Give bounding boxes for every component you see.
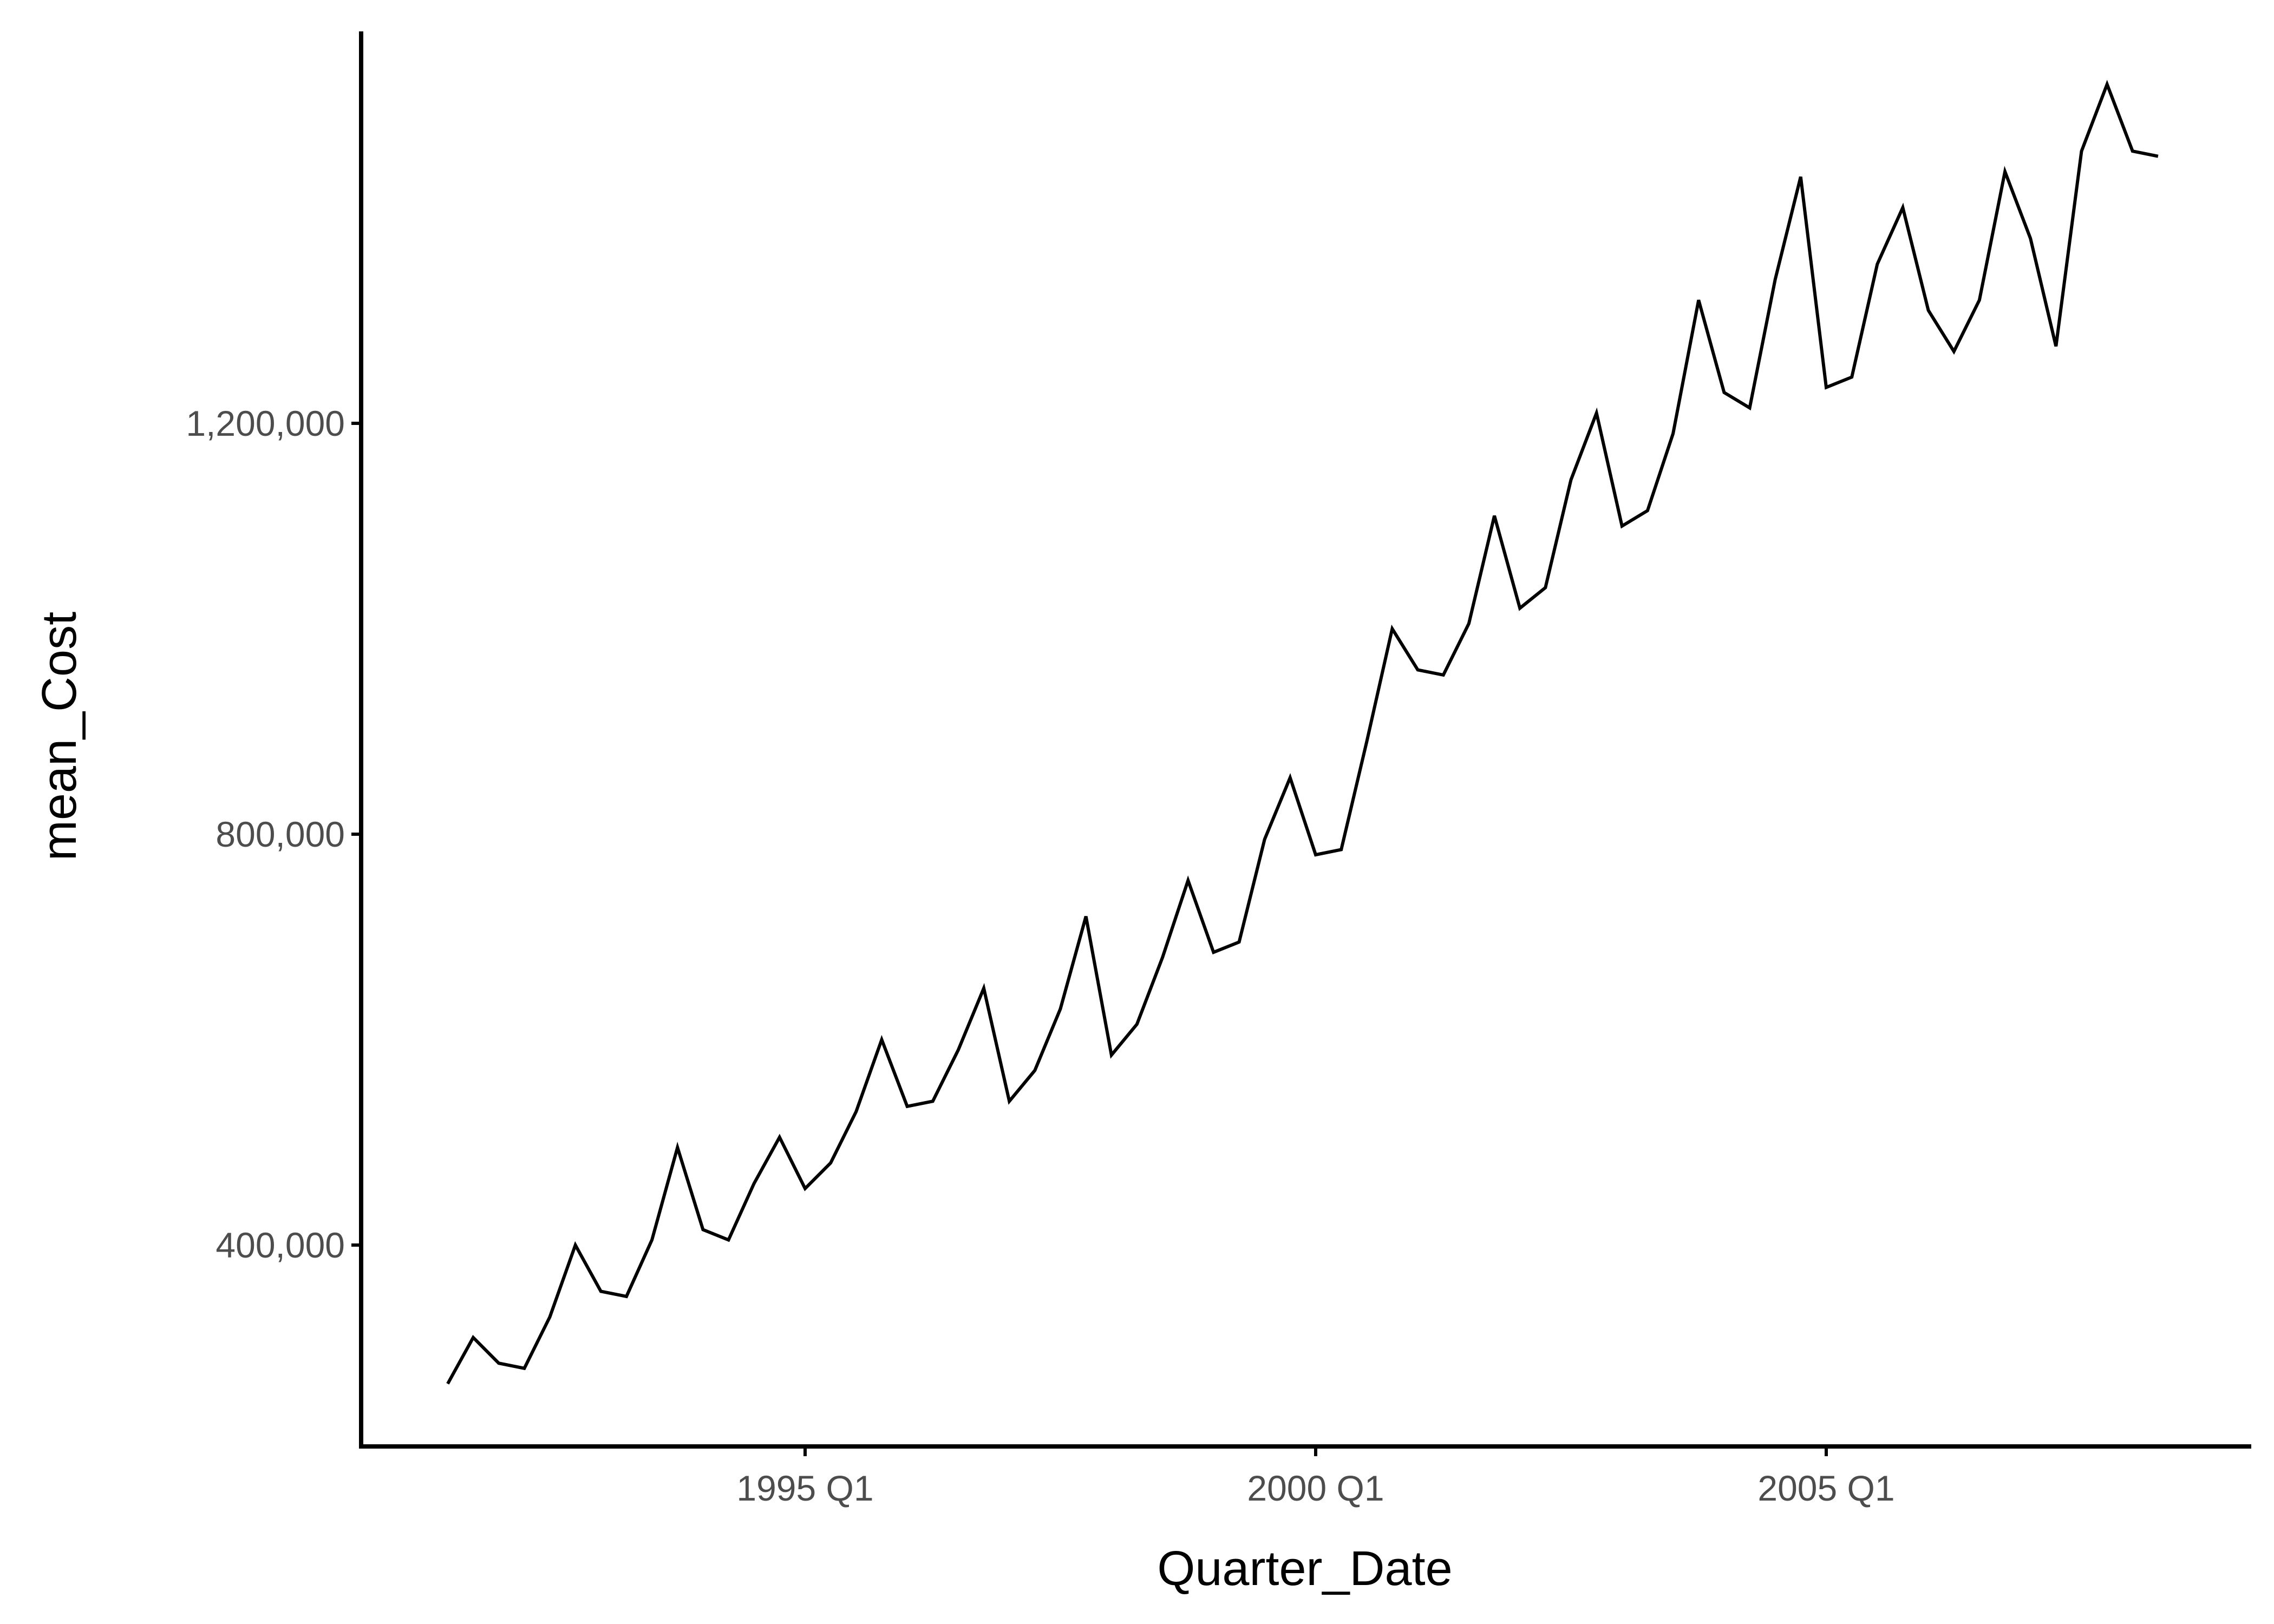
x-tick-label: 2005 Q1: [1757, 1468, 1894, 1508]
y-axis-title: mean_Cost: [32, 612, 87, 861]
y-tick-label: 800,000: [215, 814, 345, 854]
series-line: [446, 80, 2159, 1385]
x-tick-label: 2000 Q1: [1247, 1468, 1384, 1508]
y-axis-ticks: 400,000 800,000 1,200,000: [186, 403, 361, 1265]
y-tick-label: 1,200,000: [186, 403, 345, 443]
x-tick-label: 1995 Q1: [736, 1468, 873, 1508]
x-axis-title: Quarter_Date: [1157, 1542, 1452, 1596]
plot-area: [446, 80, 2159, 1385]
y-tick-label: 400,000: [215, 1225, 345, 1265]
x-axis-ticks: 1995 Q1 2000 Q1 2005 Q1: [736, 1446, 1895, 1508]
